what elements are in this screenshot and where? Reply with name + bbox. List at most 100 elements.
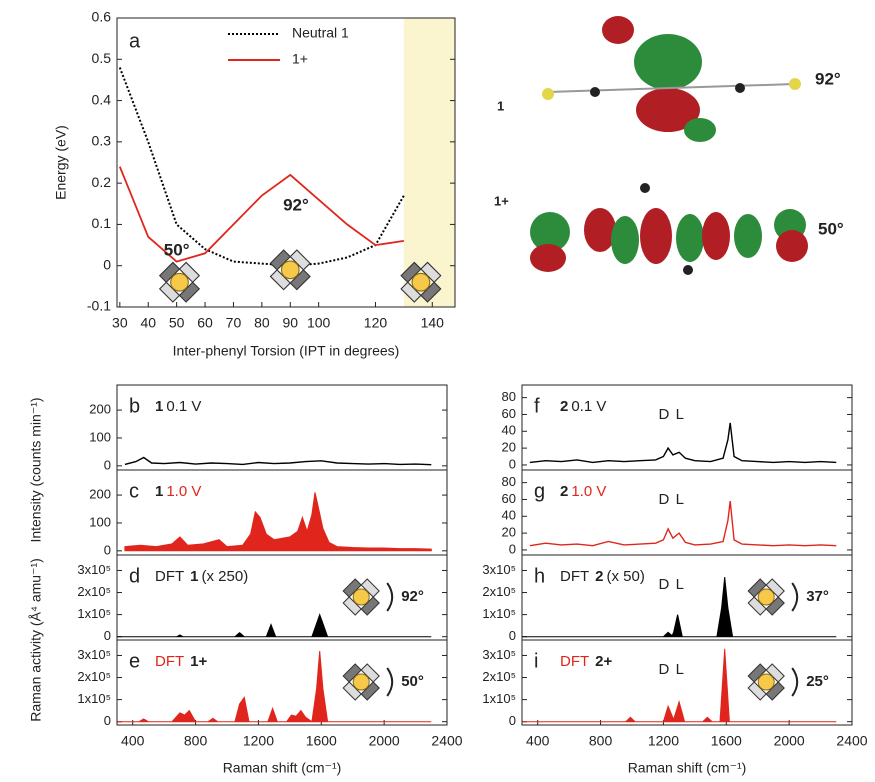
peak-label: D [658,491,669,508]
peak-label: D [658,406,669,423]
y-tick-label: 0.6 [92,9,112,25]
y-tick-label: 3x10⁵ [482,562,516,577]
y-tick-label: 0 [104,713,111,728]
panel-letter: e [129,650,140,672]
panel-compound: 1 [190,568,198,585]
spectrum-line [124,456,432,466]
molecule-inset [747,663,785,701]
y-tick-label: 100 [89,429,111,444]
y-tick-label: 0.4 [92,91,112,107]
legend-label: Neutral 1 [292,25,349,41]
y-axis-label: Energy (eV) [53,125,69,200]
molecule-inset [269,249,311,291]
y-tick-label: -0.1 [87,298,111,314]
x-tick-label: 2000 [369,733,400,749]
angle-arrow [386,667,394,697]
panel-letter: f [534,395,540,417]
panel-condition: (x 250) [202,568,249,585]
x-tick-label: 400 [526,733,550,749]
y-tick-label: 0 [509,541,516,556]
molecule-inset [342,578,380,616]
y-tick-label: 2x10⁵ [77,669,111,684]
x-tick-label: 70 [226,315,242,331]
y-tick-label: 0.2 [92,174,112,190]
x-tick-label: 30 [112,315,128,331]
x-tick-label: 40 [140,315,156,331]
x-tick-label: 120 [364,315,388,331]
y-tick-label: 200 [89,402,111,417]
molecule-inset [342,663,380,701]
x-tick-label: 400 [121,733,145,749]
y-tick-label: 0.3 [92,133,112,149]
y-tick-label: 0.5 [92,50,112,66]
plot-frame [521,639,853,726]
panel-condition: 0.1 V [571,398,606,415]
panel-letter: h [534,565,545,587]
x-tick-label: 800 [184,733,208,749]
y-tick-label: 2x10⁵ [77,584,111,599]
x-axis-label: Inter-phenyl Torsion (IPT in degrees) [173,343,400,359]
plot-frame [116,17,456,308]
angle-label: 50° [401,673,424,690]
y-tick-label: 0 [104,542,111,557]
spectrum-area [117,650,432,723]
orbital-angle: 50° [818,219,844,238]
x-tick-label: 1200 [648,733,679,749]
y-tick-label: 40 [502,423,516,438]
panel-letter: d [129,565,140,587]
peak-label: L [676,576,684,593]
y-tick-label: 60 [502,491,516,506]
y-tick-label: 20 [502,525,516,540]
orbital-images [530,16,808,275]
x-tick-label: 1200 [243,733,274,749]
x-tick-label: 60 [197,315,213,331]
orbital-label: 1 [497,98,504,113]
annotation: 50° [164,241,190,260]
y-axis-label: Raman activity (Å⁴ amu⁻¹) [28,558,44,722]
panel-prefix: DFT [560,568,589,585]
panel-letter: g [534,480,545,502]
orbital-label: 1+ [494,193,509,208]
panel-compound: 2 [595,568,603,585]
series-line [118,166,405,263]
panel-letter: a [129,30,141,52]
spectrum-area [117,613,432,638]
panel-letter: b [129,395,140,417]
angle-arrow [791,667,799,697]
spectrum-area [522,648,837,723]
panel-prefix: DFT [155,653,184,670]
series-line [118,67,405,267]
panel-condition: 1.0 V [571,483,606,500]
x-tick-label: 2000 [774,733,805,749]
y-tick-label: 0 [509,713,516,728]
y-tick-label: 60 [502,406,516,421]
legend-label: 1+ [292,51,308,67]
x-tick-label: 1600 [306,733,337,749]
y-axis-label: Intensity (counts min⁻¹) [28,397,44,542]
y-tick-label: 1x10⁵ [482,691,516,706]
y-tick-label: 3x10⁵ [77,562,111,577]
angle-arrow [386,582,394,612]
panel-compound: 1 [155,398,163,415]
x-tick-label: 80 [254,315,270,331]
y-tick-label: 0.1 [92,215,112,231]
x-axis-label: Raman shift (cm⁻¹) [223,760,342,776]
y-tick-label: 3x10⁵ [482,647,516,662]
peak-label: L [676,661,684,678]
molecule-inset [747,578,785,616]
panel-prefix: DFT [155,568,184,585]
y-tick-label: 2x10⁵ [482,584,516,599]
y-tick-label: 0 [104,628,111,643]
x-tick-label: 1600 [711,733,742,749]
y-tick-label: 1x10⁵ [77,606,111,621]
x-tick-label: 50 [169,315,185,331]
angle-label: 25° [806,673,829,690]
shaded-region [403,18,455,307]
y-tick-label: 0 [104,457,111,472]
panel-compound: 2 [560,398,568,415]
panel-prefix: DFT [560,653,589,670]
x-tick-label: 2400 [431,733,462,749]
panel-compound: 1 [155,483,163,500]
spectrum-line [529,422,837,464]
